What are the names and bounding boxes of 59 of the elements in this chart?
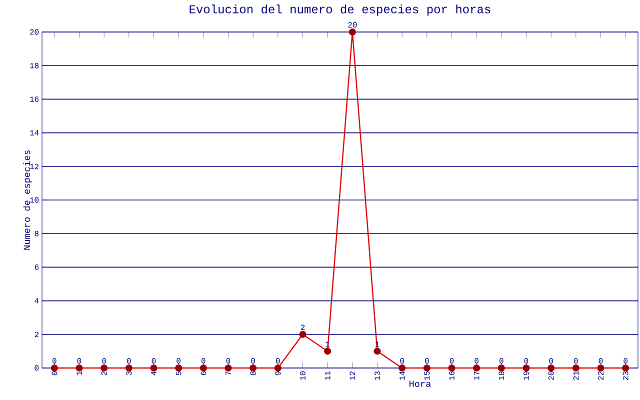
x-tick-label: 21 [573,371,579,380]
data-label: 0 [77,358,82,364]
data-label: 0 [52,358,56,364]
data-label: 0 [574,358,578,364]
data-label: 0 [127,358,131,364]
x-tick-label: 23 [622,371,628,380]
x-tick-label: 8 [250,371,256,376]
x-tick-label: 7 [226,372,231,376]
x-tick-label: 17 [474,372,480,380]
y-tick-label: 4 [34,298,39,304]
data-label: 0 [474,358,478,364]
x-tick-label: 15 [424,371,430,380]
x-tick-label: 0 [52,371,58,376]
x-tick-label: 22 [598,371,604,380]
x-tick-label: 14 [399,371,405,380]
data-label: 0 [251,358,255,364]
y-tick-label: 16 [30,96,39,102]
data-label: 0 [276,358,280,364]
x-axis-title: Hora [410,380,431,388]
x-tick-label: 13 [374,371,380,380]
x-tick-label: 9 [275,371,281,376]
x-tick-label: 5 [176,371,182,376]
data-label: 0 [424,358,429,364]
y-tick-label: 12 [30,164,39,170]
data-label: 0 [400,358,404,364]
y-tick-label: 20 [30,29,39,35]
data-label: 0 [549,358,553,364]
data-label: 0 [226,358,230,364]
y-tick-label: 14 [30,130,39,136]
data-label: 0 [524,358,528,364]
data-label: 0 [598,358,603,364]
y-tick-label: 18 [30,62,39,68]
data-label: 0 [450,358,454,364]
x-tick-label: 11 [324,371,330,380]
data-label: 0 [152,358,156,364]
y-tick-label: 8 [34,230,39,236]
x-tick-label: 6 [200,371,206,376]
data-label: 2 [300,324,305,330]
x-tick-label: 12 [350,371,356,380]
data-label: 0 [176,358,180,364]
data-label: 0 [624,358,628,364]
data-label: 20 [348,22,357,28]
data-label: 0 [202,358,206,364]
x-tick-label: 4 [151,371,156,376]
x-tick-label: 20 [548,371,554,380]
x-tick-label: 2 [101,371,107,376]
x-tick-label: 16 [449,371,454,380]
chart-title: Evolucion del numero de especies por horas [190,4,490,16]
x-tick-label: 18 [498,371,504,380]
y-tick-label: 2 [34,332,39,338]
data-label: 0 [102,358,106,364]
y-tick-label: 0 [34,365,39,371]
x-tick-label: 19 [524,371,529,380]
y-tick-label: 6 [34,264,39,270]
y-tick-label: 10 [30,197,39,203]
x-tick-label: 1 [76,371,82,376]
data-label: 0 [499,358,504,364]
x-tick-label: 3 [126,371,132,376]
x-tick-label: 10 [300,371,306,380]
